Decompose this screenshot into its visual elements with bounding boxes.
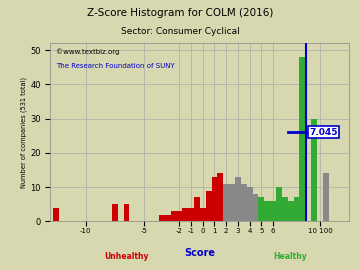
Bar [300,57,305,221]
Bar [270,201,276,221]
Bar [229,184,235,221]
Bar [264,201,270,221]
Bar [252,194,258,221]
Y-axis label: Number of companies (531 total): Number of companies (531 total) [21,77,27,188]
Bar [123,204,130,221]
Bar [176,211,182,221]
Bar [323,173,329,221]
Bar [112,204,118,221]
Bar [311,119,317,221]
X-axis label: Score: Score [184,248,215,258]
Bar [53,208,59,221]
Bar [206,191,212,221]
Bar [247,187,252,221]
Bar [182,208,188,221]
Text: 7.045: 7.045 [309,128,338,137]
Bar [282,197,288,221]
Bar [276,187,282,221]
Bar [258,197,264,221]
Bar [165,215,171,221]
Bar [288,201,293,221]
Bar [293,197,300,221]
Bar [241,184,247,221]
Bar [159,215,165,221]
Bar [212,177,217,221]
Bar [188,208,194,221]
Bar [171,211,176,221]
Text: ©www.textbiz.org: ©www.textbiz.org [57,49,120,55]
Text: Sector: Consumer Cyclical: Sector: Consumer Cyclical [121,27,239,36]
Text: The Research Foundation of SUNY: The Research Foundation of SUNY [57,63,175,69]
Text: Healthy: Healthy [274,252,307,261]
Bar [194,197,200,221]
Bar [217,173,223,221]
Bar [200,208,206,221]
Text: Z-Score Histogram for COLM (2016): Z-Score Histogram for COLM (2016) [87,8,273,18]
Text: Unhealthy: Unhealthy [104,252,149,261]
Bar [223,184,229,221]
Bar [235,177,241,221]
